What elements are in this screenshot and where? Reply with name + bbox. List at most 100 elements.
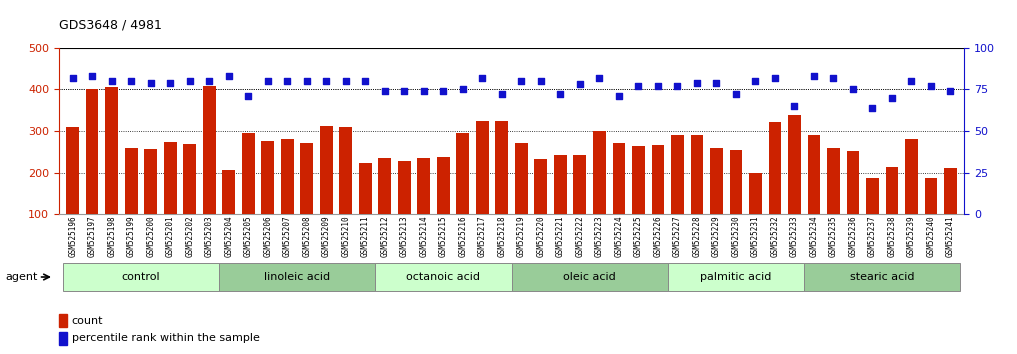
Bar	[691, 135, 703, 214]
Bar	[905, 139, 917, 214]
Bar	[398, 160, 411, 214]
Bar	[632, 145, 645, 214]
Point	[416, 88, 432, 94]
Bar	[320, 126, 333, 214]
Bar	[242, 133, 254, 214]
Bar	[300, 143, 313, 214]
Bar	[261, 141, 274, 214]
Bar	[671, 135, 683, 214]
Bar	[66, 127, 79, 214]
Text: palmitic acid: palmitic acid	[700, 272, 772, 282]
Bar	[944, 169, 957, 214]
Point	[435, 88, 452, 94]
Point	[104, 78, 120, 84]
Bar	[652, 145, 664, 214]
Bar	[375, 263, 512, 291]
Point	[533, 78, 549, 84]
Bar	[164, 142, 177, 214]
Bar	[886, 167, 898, 214]
Bar	[59, 332, 67, 345]
Point	[142, 80, 159, 86]
Point	[357, 78, 373, 84]
Bar	[457, 133, 469, 214]
Bar	[340, 127, 352, 214]
Point	[182, 78, 198, 84]
Bar	[804, 263, 960, 291]
Point	[591, 75, 607, 81]
Point	[240, 93, 256, 99]
Bar	[476, 121, 488, 214]
Bar	[359, 164, 371, 214]
Point	[922, 83, 939, 89]
Bar	[612, 143, 625, 214]
Point	[201, 78, 218, 84]
Point	[943, 88, 959, 94]
Bar	[667, 263, 804, 291]
Bar	[807, 135, 821, 214]
Point	[767, 75, 783, 81]
Bar	[535, 159, 547, 214]
Bar	[710, 148, 723, 214]
Point	[455, 86, 471, 92]
Point	[514, 78, 530, 84]
Point	[669, 83, 685, 89]
Bar	[788, 115, 800, 214]
Point	[825, 75, 841, 81]
Point	[299, 78, 315, 84]
Point	[474, 75, 490, 81]
Bar	[223, 170, 235, 214]
Text: stearic acid: stearic acid	[850, 272, 914, 282]
Point	[747, 78, 764, 84]
Point	[84, 73, 101, 79]
Bar	[515, 143, 528, 214]
Point	[572, 81, 588, 87]
Text: control: control	[122, 272, 161, 282]
Point	[397, 88, 413, 94]
Point	[64, 75, 80, 81]
Text: oleic acid: oleic acid	[563, 272, 616, 282]
Bar	[144, 149, 157, 214]
Point	[162, 80, 178, 86]
Bar	[495, 121, 508, 214]
Text: percentile rank within the sample: percentile rank within the sample	[72, 333, 259, 343]
Point	[689, 80, 705, 86]
Bar	[574, 155, 586, 214]
Bar	[729, 150, 742, 214]
Point	[552, 92, 569, 97]
Point	[318, 78, 335, 84]
Point	[259, 78, 276, 84]
Bar	[106, 87, 118, 214]
Point	[279, 78, 295, 84]
Point	[786, 103, 802, 109]
Point	[631, 83, 647, 89]
Point	[845, 86, 861, 92]
Text: agent: agent	[5, 272, 38, 282]
Point	[610, 93, 626, 99]
Point	[123, 78, 139, 84]
Point	[903, 78, 919, 84]
Bar	[63, 263, 219, 291]
Text: octanoic acid: octanoic acid	[406, 272, 480, 282]
Point	[864, 105, 881, 110]
Point	[493, 92, 510, 97]
Bar	[59, 314, 67, 327]
Bar	[750, 172, 762, 214]
Point	[728, 92, 744, 97]
Point	[650, 83, 666, 89]
Point	[338, 78, 354, 84]
Bar	[846, 151, 859, 214]
Bar	[437, 157, 450, 214]
Bar	[769, 122, 781, 214]
Point	[708, 80, 724, 86]
Bar	[512, 263, 667, 291]
Bar	[924, 178, 938, 214]
Bar	[202, 86, 216, 214]
Bar	[281, 139, 294, 214]
Bar	[417, 159, 430, 214]
Point	[884, 95, 900, 101]
Bar	[593, 131, 606, 214]
Bar	[554, 155, 566, 214]
Text: count: count	[72, 316, 104, 326]
Bar	[866, 178, 879, 214]
Bar	[125, 148, 137, 214]
